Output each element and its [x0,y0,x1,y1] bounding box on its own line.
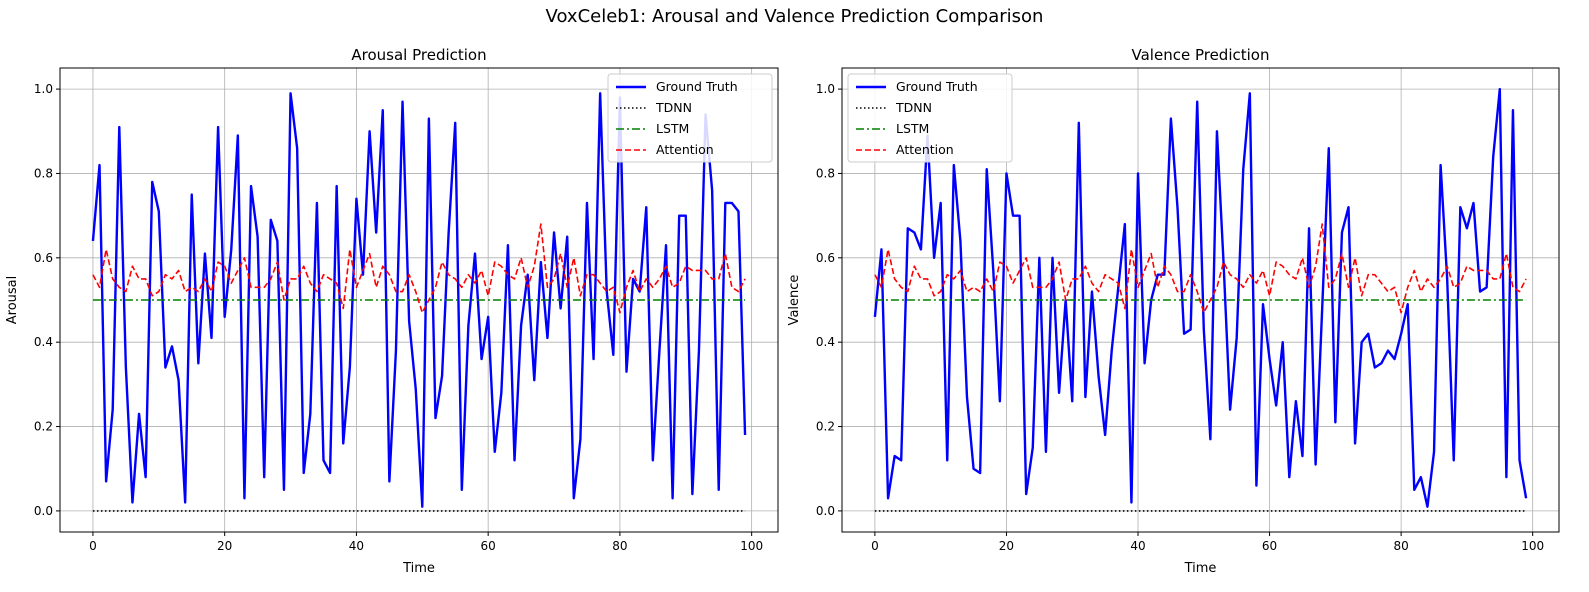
series-line-ground-truth [873,87,1528,508]
y-tick-label: 1.0 [816,82,835,96]
legend-box [847,73,1013,163]
legend-box [607,73,773,163]
x-axis-label: Time [402,561,435,576]
legend-label: LSTM [896,121,929,136]
y-tick-label: 0.0 [816,504,835,518]
x-tick-label: 80 [1393,539,1408,553]
y-tick-label: 0.4 [34,335,53,349]
y-tick-label: 0.6 [816,251,835,265]
figure-title: VoxCeleb1: Arousal and Valence Predictio… [545,6,1044,27]
x-tick-label: 100 [1521,539,1544,553]
y-tick-label: 0.2 [34,420,53,434]
y-tick-label: 1.0 [34,82,53,96]
x-tick-label: 20 [217,539,232,553]
y-tick-label: 0.4 [816,335,835,349]
chart-panel-arousal: 0 20 40 60 80 100 0.0 0.2 0.4 0.6 0.8 1.0 Arousal Pr… [5,46,779,576]
y-axis-label: Valence [787,275,802,326]
series-line-attention [92,223,746,314]
legend: Ground Truth TDNN LSTM Attention [607,73,773,163]
y-tick-label: 0.0 [34,504,53,518]
legend-label: Attention [896,142,954,157]
chart-title: Valence Prediction [1132,46,1270,64]
x-tick-label: 40 [349,539,364,553]
plot-frame [841,67,1560,533]
x-tick-label: 20 [999,539,1014,553]
x-tick-label: 60 [1262,539,1277,553]
y-tick-label: 0.8 [816,166,835,180]
legend: Ground Truth TDNN LSTM Attention [847,73,1013,163]
legend-label: TDNN [655,100,692,115]
plot-frame [59,67,779,533]
chart-panel-valence: 0 20 40 60 80 100 0.0 0.2 0.4 0.6 0.8 1.0 Valence Pr… [787,46,1560,576]
x-tick-label: 0 [89,539,97,553]
series-line-ground-truth [91,92,747,508]
x-axis-label: Time [1184,561,1217,576]
series-line-attention [874,223,1527,314]
legend-label: TDNN [895,100,932,115]
x-tick-label: 40 [1130,539,1145,553]
y-axis-label: Arousal [5,276,20,325]
y-tick-label: 0.8 [34,166,53,180]
legend-label: Attention [656,142,714,157]
legend-label: Ground Truth [896,79,978,94]
x-tick-label: 80 [612,539,627,553]
y-tick-label: 0.2 [816,420,835,434]
x-tick-label: 100 [740,539,763,553]
chart-title: Arousal Prediction [351,46,486,64]
x-tick-label: 0 [871,539,879,553]
y-tick-label: 0.6 [34,251,53,265]
legend-label: Ground Truth [656,79,738,94]
x-tick-label: 60 [481,539,496,553]
legend-label: LSTM [656,121,689,136]
